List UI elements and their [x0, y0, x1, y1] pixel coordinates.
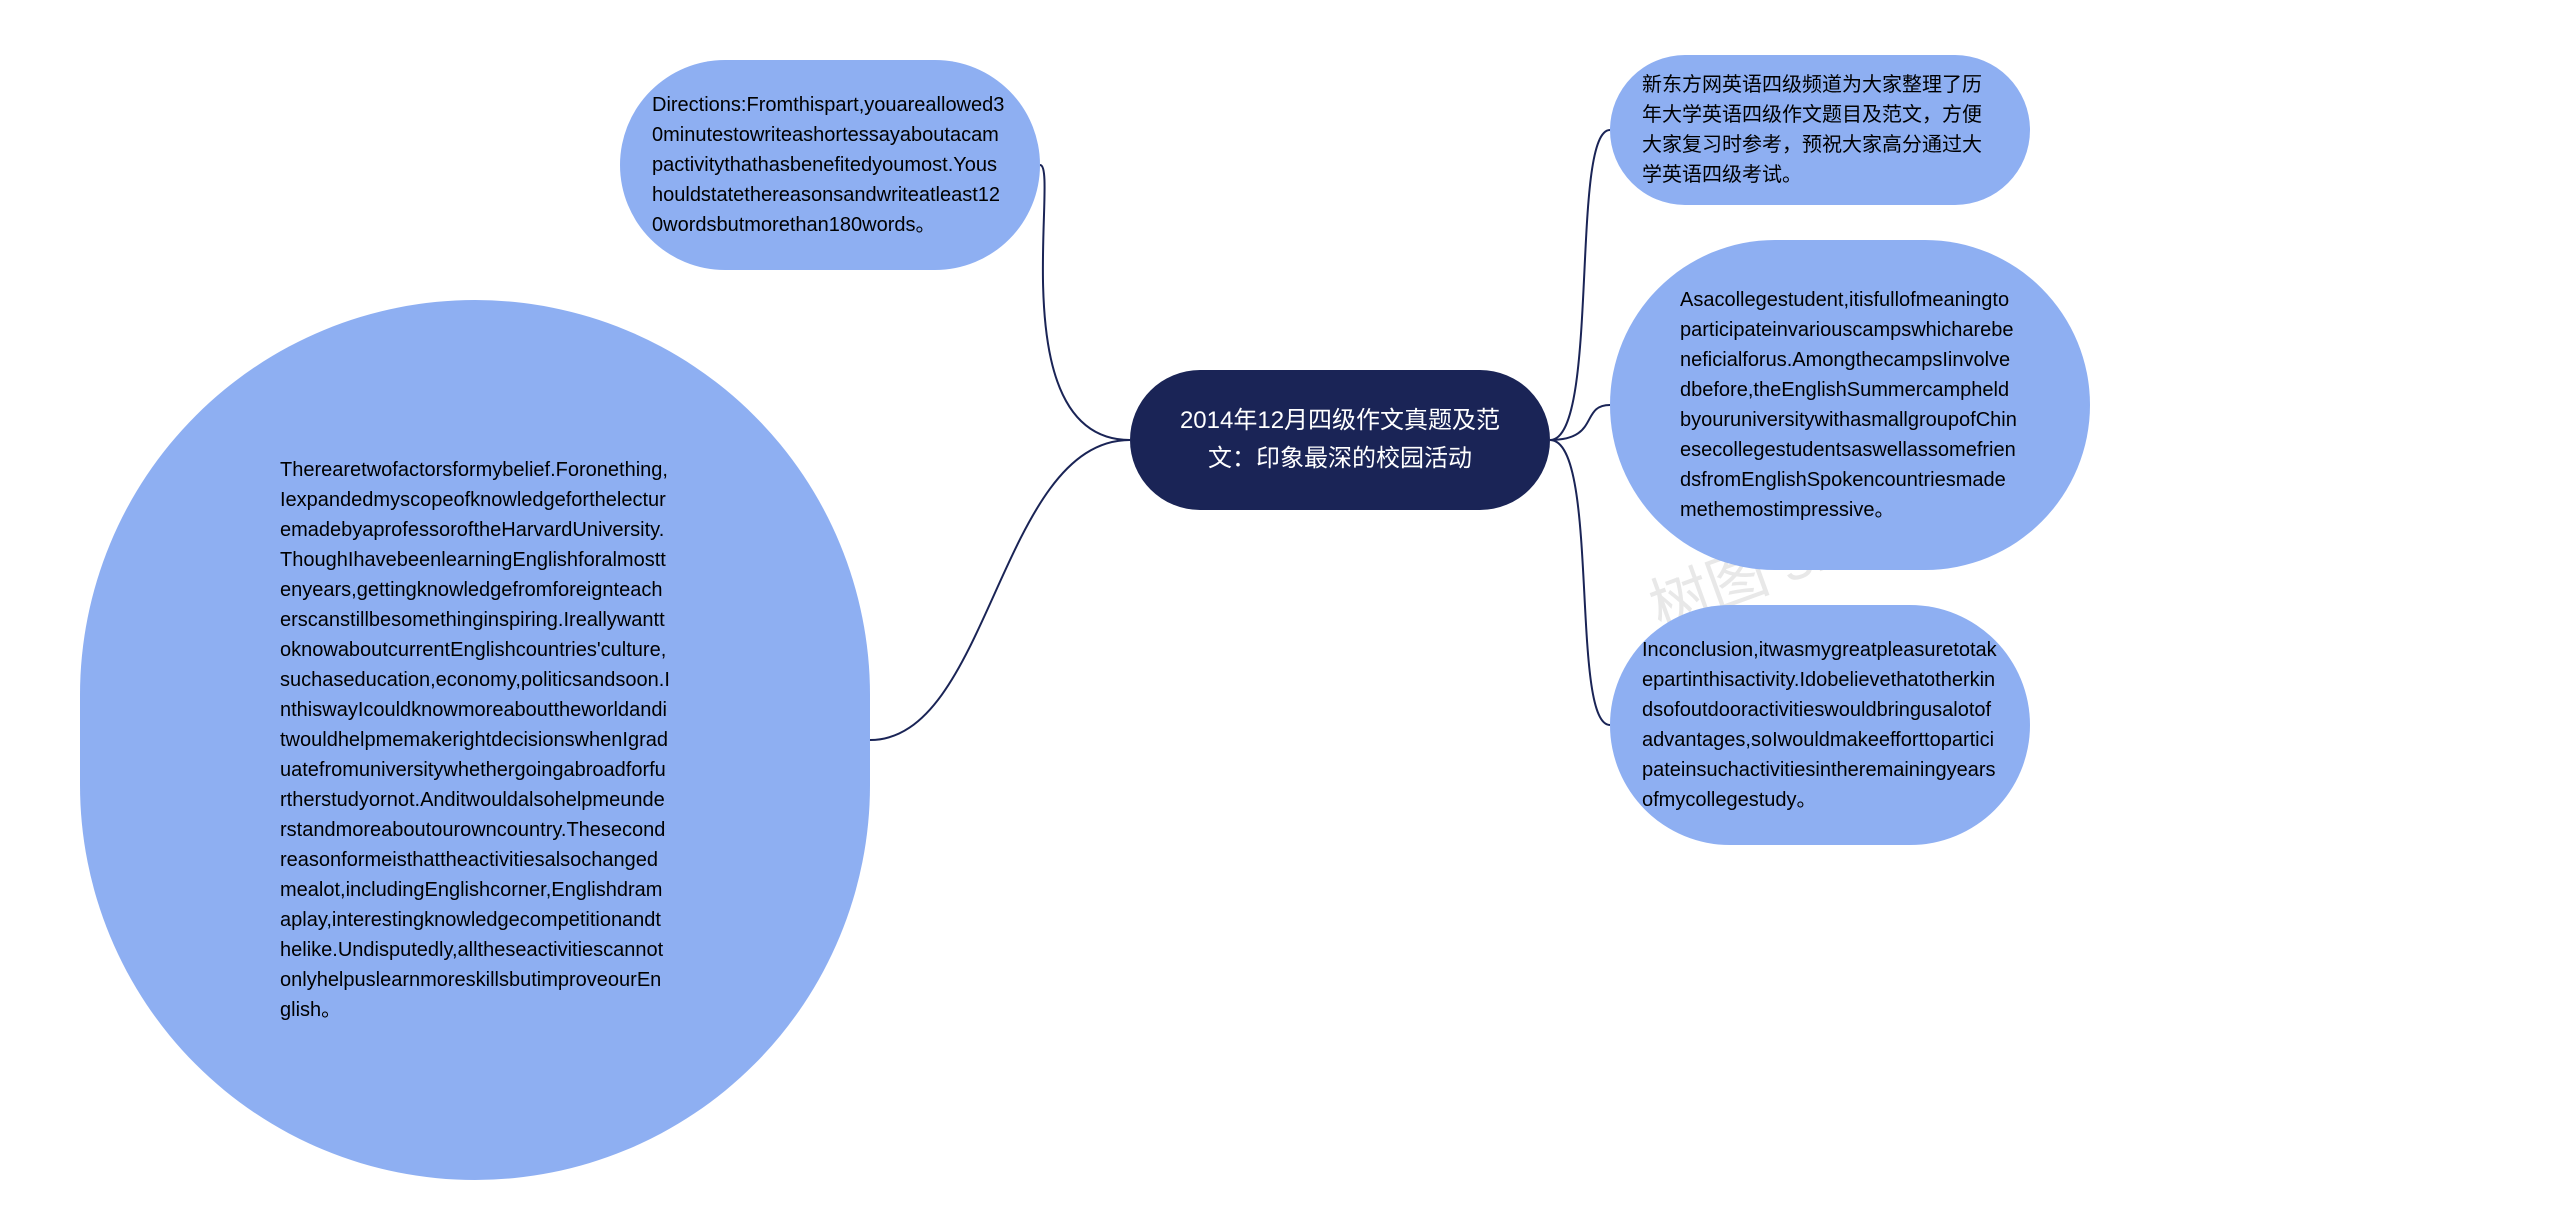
center-node: 2014年12月四级作文真题及范文：印象最深的校园活动 — [1130, 370, 1550, 510]
node-text: Directions:Fromthispart,youareallowed30m… — [652, 90, 1008, 240]
connector-left2 — [870, 440, 1130, 740]
connector-right2 — [1550, 405, 1610, 440]
node-text: Therearetwofactorsformybelief.Foronethin… — [280, 455, 670, 1025]
connector-left1 — [1040, 165, 1130, 440]
node-text: Inconclusion,itwasmygreatpleasuretotakep… — [1642, 635, 1998, 815]
connector-right3 — [1550, 440, 1610, 725]
node-right1: 新东方网英语四级频道为大家整理了历年大学英语四级作文题目及范文，方便大家复习时参… — [1610, 55, 2030, 205]
connector-right1 — [1550, 130, 1610, 440]
node-left2: Therearetwofactorsformybelief.Foronethin… — [80, 300, 870, 1180]
node-right3: Inconclusion,itwasmygreatpleasuretotakep… — [1610, 605, 2030, 845]
center-node-text: 2014年12月四级作文真题及范文：印象最深的校园活动 — [1162, 402, 1518, 479]
node-text: 新东方网英语四级频道为大家整理了历年大学英语四级作文题目及范文，方便大家复习时参… — [1642, 70, 1998, 190]
node-left1: Directions:Fromthispart,youareallowed30m… — [620, 60, 1040, 270]
node-text: Asacollegestudent,itisfullofmeaningtopar… — [1680, 285, 2020, 525]
node-right2: Asacollegestudent,itisfullofmeaningtopar… — [1610, 240, 2090, 570]
